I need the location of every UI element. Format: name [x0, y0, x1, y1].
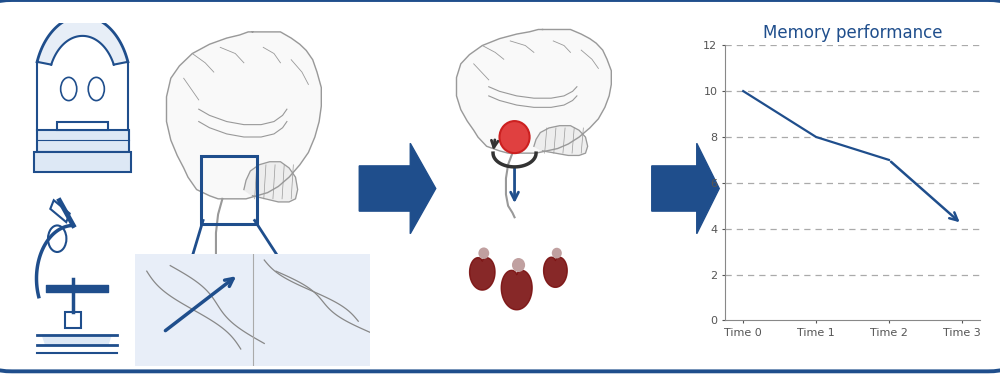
Polygon shape — [244, 162, 298, 202]
Polygon shape — [652, 143, 719, 234]
Polygon shape — [534, 126, 588, 155]
Circle shape — [512, 258, 525, 272]
Circle shape — [478, 247, 489, 259]
Bar — [34, 152, 131, 172]
Title: Memory performance: Memory performance — [763, 24, 942, 42]
Circle shape — [552, 248, 562, 259]
Polygon shape — [544, 257, 567, 287]
Polygon shape — [166, 32, 321, 199]
Polygon shape — [37, 16, 128, 64]
Bar — [57, 122, 108, 130]
Circle shape — [499, 121, 530, 153]
Bar — [50, 200, 70, 222]
Bar — [65, 312, 81, 328]
Bar — [36, 130, 128, 152]
FancyBboxPatch shape — [130, 252, 375, 368]
Polygon shape — [42, 335, 111, 345]
Polygon shape — [470, 257, 495, 290]
Polygon shape — [501, 270, 532, 310]
Polygon shape — [456, 29, 611, 153]
Circle shape — [48, 225, 66, 252]
Polygon shape — [359, 143, 436, 234]
